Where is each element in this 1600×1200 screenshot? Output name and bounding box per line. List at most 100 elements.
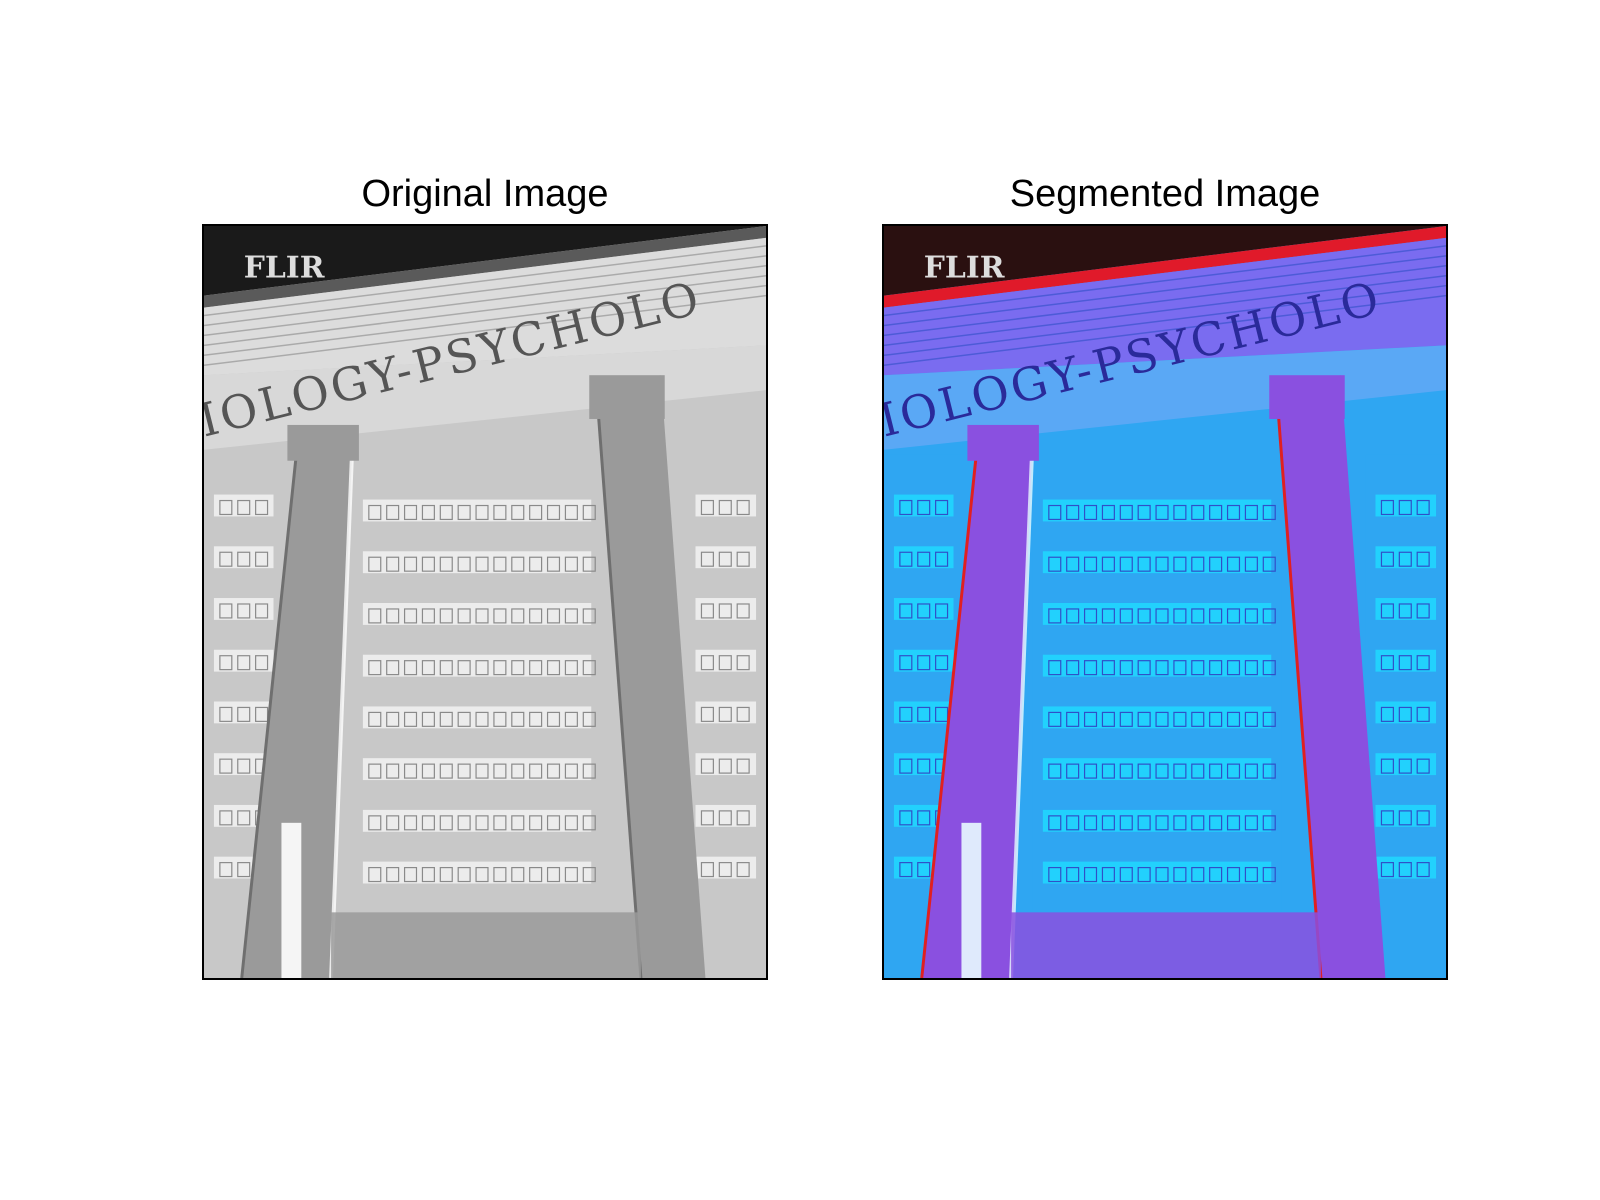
window-pane [237, 603, 251, 619]
window-pane [582, 608, 596, 624]
segmented-thermal-image: FLIR IOLOGY-PSYCHOLO [884, 226, 1446, 978]
window-pane [935, 655, 949, 671]
window-row-glow [213, 598, 274, 620]
window-pane [546, 815, 561, 831]
sky [884, 226, 1446, 296]
window-pane [1398, 810, 1412, 826]
window-pane [457, 763, 471, 779]
window-pane [1048, 763, 1062, 779]
window-pane [1262, 660, 1276, 676]
window-pane [546, 556, 561, 572]
window-row-glow [695, 856, 757, 879]
window-pane [439, 763, 453, 779]
window-pane [736, 706, 750, 722]
window-pane [700, 862, 714, 878]
cornice-molding [204, 245, 766, 317]
window-pane [1137, 556, 1151, 572]
window-pane [1083, 660, 1098, 676]
window-pane [475, 711, 489, 727]
window-pane [439, 815, 453, 831]
window-pane [1416, 551, 1430, 567]
cornice-molding [884, 274, 1446, 347]
window-row-glow [1042, 758, 1272, 781]
pillar-right-capital [589, 375, 665, 419]
window-row-glow [1375, 753, 1437, 776]
window-pane [1119, 504, 1133, 521]
window-pane [368, 815, 382, 831]
window-pane [1398, 706, 1412, 722]
flir-logo: FLIR [244, 251, 325, 286]
window-pane [1048, 660, 1062, 676]
window-row-glow [893, 598, 954, 620]
window-pane [219, 810, 233, 826]
window-pane [1083, 866, 1098, 883]
window-pane [1262, 504, 1276, 521]
pillar-right-capital [1269, 375, 1345, 419]
window-pane [493, 866, 507, 883]
cornice-molding [884, 255, 1446, 327]
window-row-glow [893, 649, 954, 672]
window-pane [1209, 815, 1223, 831]
window-row-glow [213, 701, 274, 724]
window-row-glow [695, 701, 757, 724]
window-pane [546, 866, 561, 883]
window-row-glow [1375, 649, 1437, 672]
window-row-glow [1042, 602, 1272, 625]
window-pane [899, 810, 913, 826]
window-row-glow [1042, 706, 1272, 729]
window-pane [1191, 866, 1205, 883]
window-row-glow [1375, 494, 1437, 517]
window-pane [511, 608, 525, 624]
window-pane [529, 608, 543, 624]
window-pane [1191, 815, 1205, 831]
window-pane [439, 504, 453, 521]
window-pane [700, 655, 714, 671]
window-pane [1137, 866, 1151, 883]
window-pane [493, 815, 507, 831]
window-row-glow [1375, 701, 1437, 724]
window-pane [1048, 866, 1062, 883]
cornice-edge [884, 226, 1446, 308]
window-pane [403, 608, 418, 624]
window-pane [237, 499, 251, 516]
window-pane [1066, 608, 1080, 624]
window-pane [1066, 866, 1080, 883]
window-pane [1119, 711, 1133, 727]
window-pane [1066, 711, 1080, 727]
window-pane [1066, 815, 1080, 831]
window-pane [1398, 499, 1412, 516]
window-row-glow [695, 494, 757, 517]
window-pane [493, 556, 507, 572]
window-pane [1101, 660, 1115, 676]
pillar-left-highlight [329, 429, 355, 978]
base-ledge [331, 912, 641, 978]
window-pane [1155, 556, 1169, 572]
window-pane [529, 711, 543, 727]
window-pane [457, 815, 471, 831]
window-pane [1048, 556, 1062, 572]
window-pane [1380, 758, 1394, 774]
window-pane [1155, 660, 1169, 676]
window-pane [718, 499, 732, 516]
window-pane [899, 551, 913, 567]
window-pane [475, 504, 489, 521]
window-pane [1209, 556, 1223, 572]
window-pane [1262, 711, 1276, 727]
window-pane [1119, 608, 1133, 624]
window-row-glow [1042, 654, 1272, 677]
window-pane [1226, 660, 1241, 676]
window-row-glow [695, 546, 757, 569]
window-pane [1244, 660, 1258, 676]
window-pane [1066, 763, 1080, 779]
window-pane [529, 763, 543, 779]
window-pane [1101, 815, 1115, 831]
window-pane [403, 660, 418, 676]
window-pane [935, 603, 949, 619]
window-pane [403, 815, 418, 831]
window-pane [736, 499, 750, 516]
window-pane [564, 815, 578, 831]
pillar-left-highlight [1009, 429, 1035, 978]
window-pane [718, 551, 732, 567]
window-pane [1119, 866, 1133, 883]
pillar-left [241, 429, 353, 978]
